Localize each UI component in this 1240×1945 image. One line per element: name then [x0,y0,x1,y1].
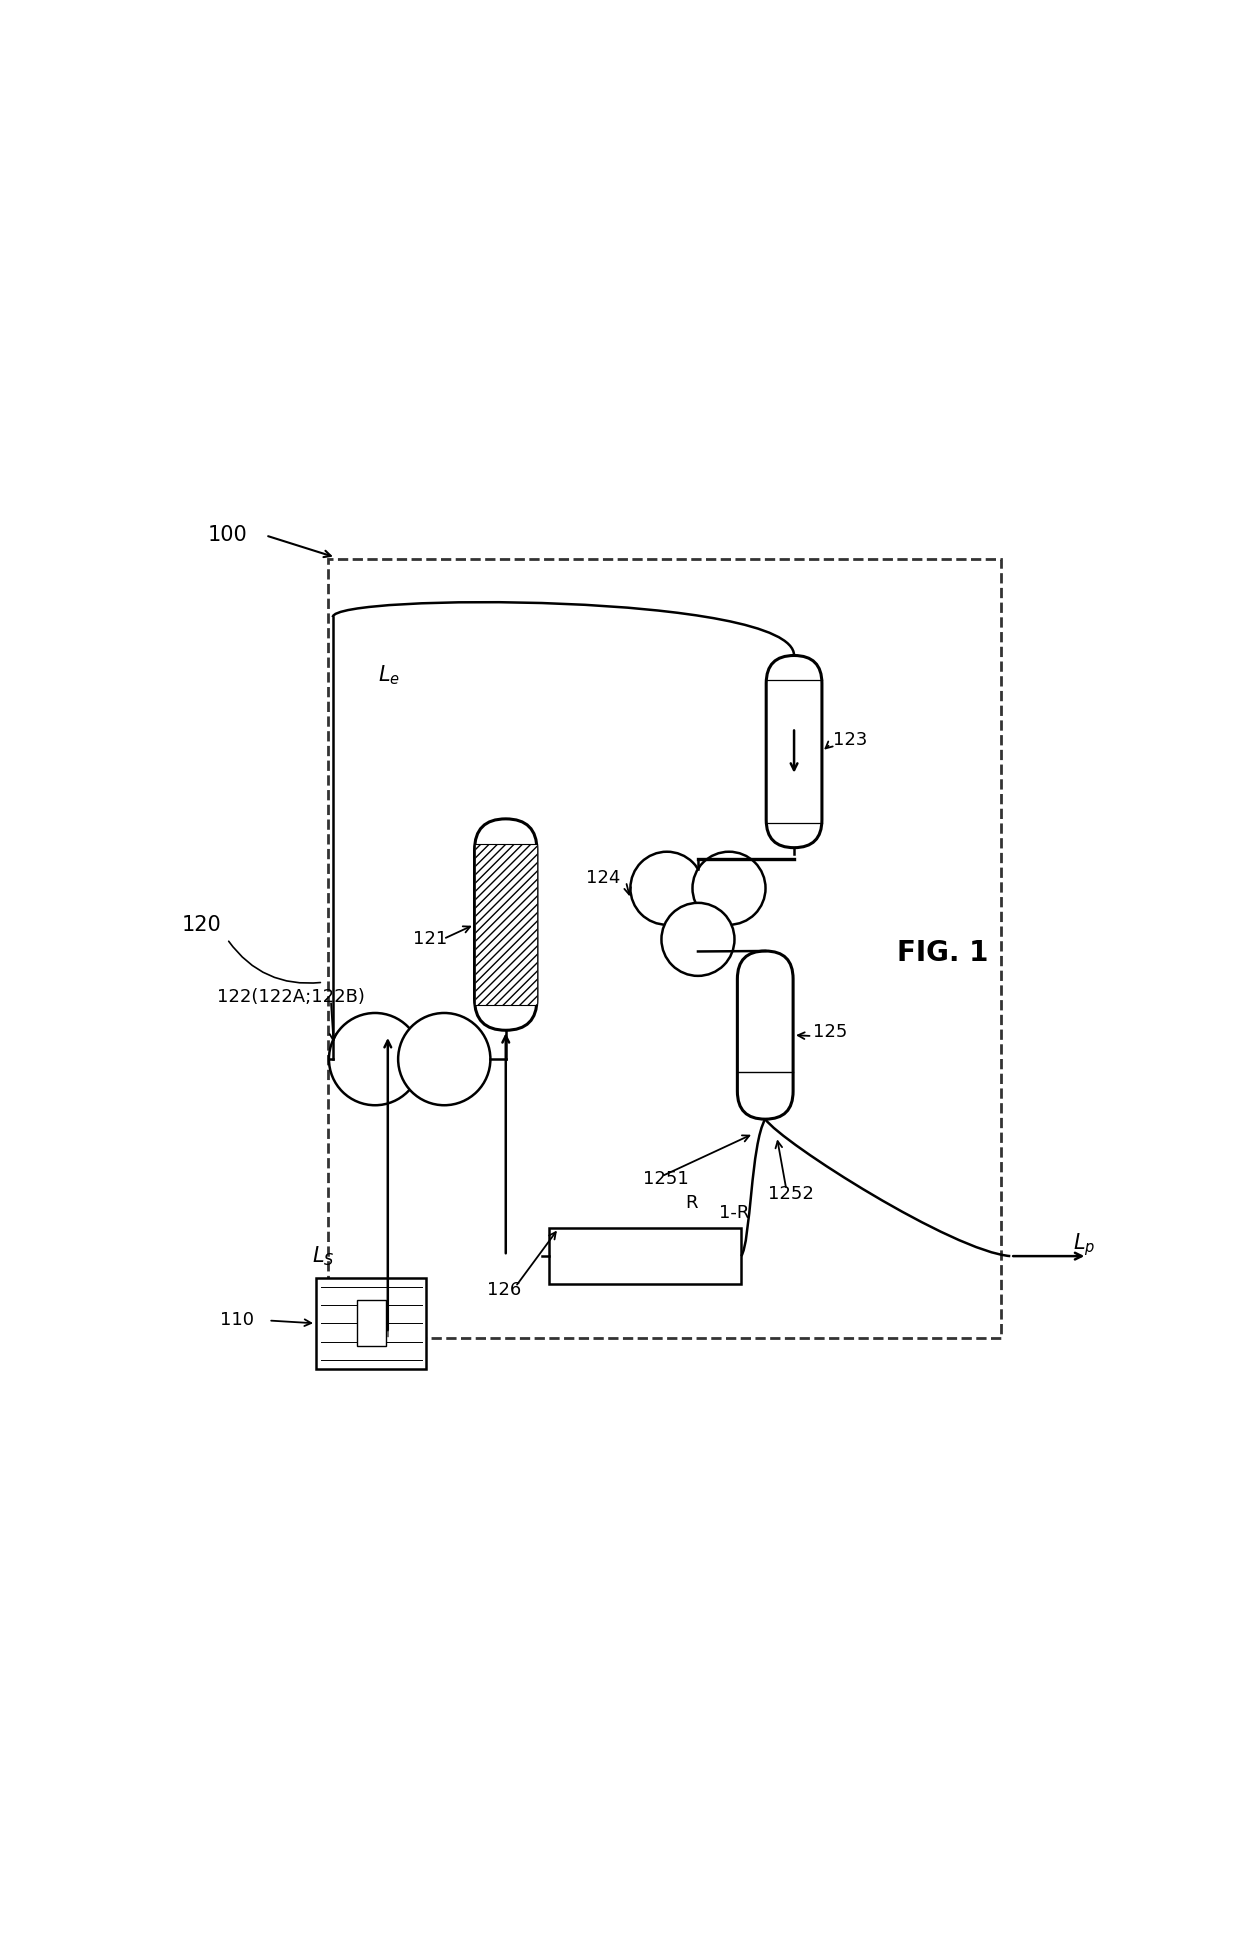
Text: 123: 123 [832,731,867,749]
Circle shape [661,902,734,976]
Circle shape [630,852,703,924]
Text: $L_p$: $L_p$ [1073,1231,1095,1258]
Text: 122(122A;122B): 122(122A;122B) [217,988,366,1006]
FancyBboxPatch shape [475,819,537,1031]
Text: 1-R: 1-R [719,1204,750,1221]
Text: R: R [684,1194,697,1212]
Circle shape [692,852,765,924]
Text: 125: 125 [813,1023,848,1041]
Text: 121: 121 [413,930,446,947]
Circle shape [398,1013,490,1105]
Text: FIG. 1: FIG. 1 [898,939,988,967]
Bar [357,1301,386,1346]
FancyBboxPatch shape [738,951,794,1118]
Circle shape [329,1013,422,1105]
FancyBboxPatch shape [475,844,537,1006]
Text: $L_S$: $L_S$ [311,1245,334,1268]
Text: 110: 110 [221,1311,254,1330]
Bar [549,1227,742,1284]
Text: 124: 124 [585,869,620,887]
Bar [316,1278,427,1369]
Text: $L_e$: $L_e$ [378,663,401,687]
Text: 126: 126 [486,1280,521,1299]
Text: 1252: 1252 [768,1185,813,1202]
Text: 1251: 1251 [644,1171,689,1188]
Text: 120: 120 [182,914,222,934]
Bar [327,560,1001,1338]
FancyBboxPatch shape [766,655,822,848]
Text: 100: 100 [208,525,248,545]
